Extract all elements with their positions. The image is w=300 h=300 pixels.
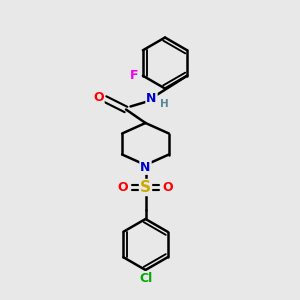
Text: O: O xyxy=(163,181,173,194)
Text: N: N xyxy=(140,161,151,174)
Text: O: O xyxy=(118,181,128,194)
Text: O: O xyxy=(93,91,104,104)
Text: N: N xyxy=(146,92,157,105)
Text: H: H xyxy=(160,99,169,109)
Text: F: F xyxy=(130,69,139,82)
Text: S: S xyxy=(140,180,151,195)
Text: Cl: Cl xyxy=(139,272,152,285)
